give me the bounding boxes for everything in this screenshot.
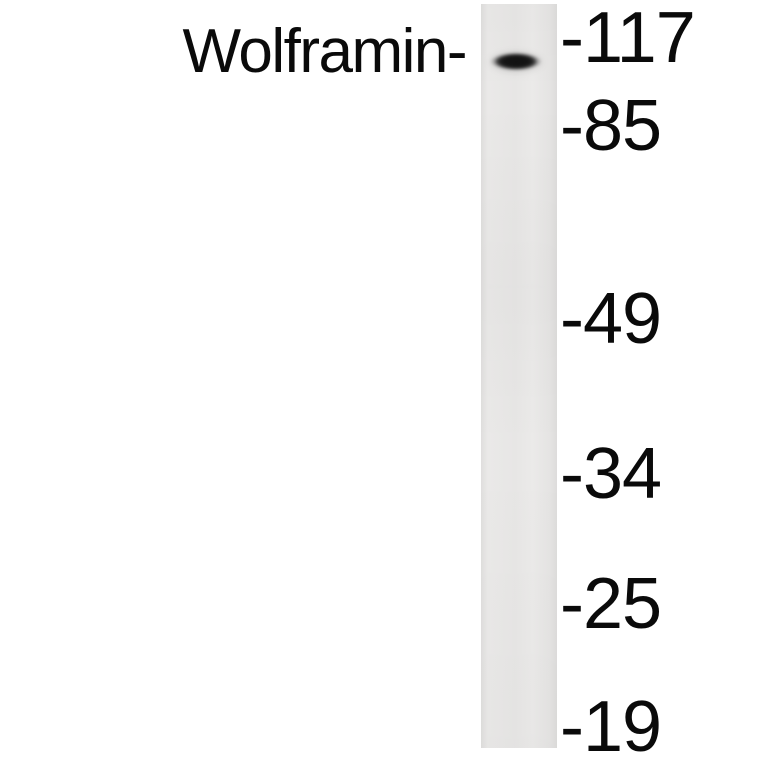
protein-band [490, 52, 542, 71]
mw-marker-85: -85 [560, 86, 662, 166]
mw-marker-34: -34 [560, 434, 662, 514]
mw-marker-25: -25 [560, 564, 662, 644]
mw-marker-49: -49 [560, 279, 662, 359]
protein-label: Wolframin- [182, 17, 467, 86]
blot-lane [481, 4, 557, 748]
mw-marker-117: -117 [560, 0, 696, 78]
mw-marker-19: -19 [560, 687, 662, 764]
